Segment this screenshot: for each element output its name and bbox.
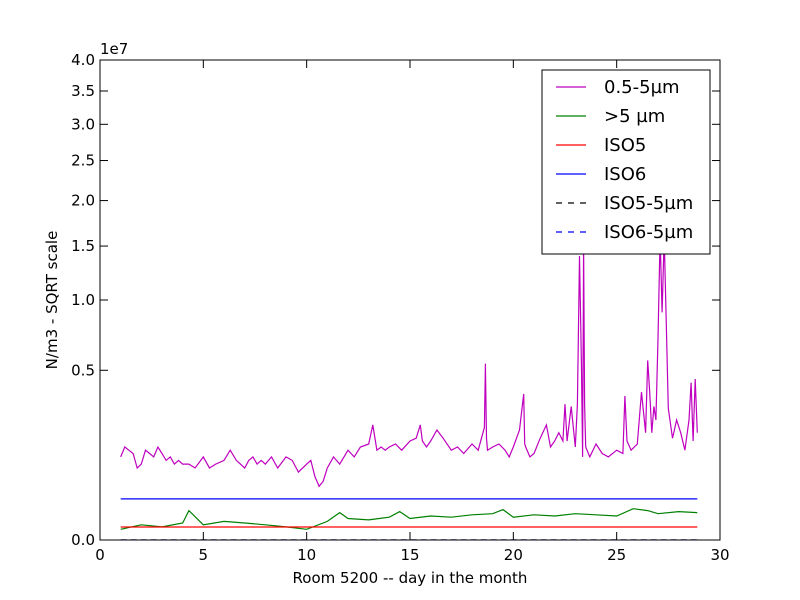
x-tick-label: 5 [199,546,209,564]
legend-label: ISO6 [604,164,646,185]
y-tick-label: 3.0 [71,115,95,133]
y-tick-label: 0.5 [71,361,95,379]
x-tick-label: 20 [504,546,523,564]
legend-label: ISO6-5µm [604,222,693,243]
y-tick-label: 3.5 [71,82,95,100]
plot-layer [120,236,698,540]
x-axis-label: Room 5200 -- day in the month [293,569,528,587]
y-tick-label: 4.0 [71,51,95,69]
series-line-1 [120,508,698,530]
legend-label: ISO5-5µm [604,193,693,214]
x-tick-label: 10 [297,546,316,564]
y-tick-label: 1.0 [71,291,95,309]
legend-label: 0.5-5µm [604,77,680,98]
legend-box [541,69,711,255]
y-tick-label: 0.0 [71,531,95,549]
x-tick-label: 30 [710,546,729,564]
legend: 0.5-5µm >5 µm ISO5 ISO6 ISO5-5µm ISO6-5µm [541,69,711,255]
x-tick-label: 25 [607,546,626,564]
y-multiplier-label: 1e7 [100,40,128,58]
x-tick-label: 15 [400,546,419,564]
y-tick-label: 2.0 [71,192,95,210]
tick-layer: 0 5 10 15 20 25 30 0.0 0.5 1.0 1.5 2.0 2.5 3.0 3.5 4.0 [71,51,729,564]
series-line-0 [120,236,698,488]
x-tick-label: 0 [95,546,105,564]
y-tick-label: 1.5 [71,237,95,255]
y-tick-label: 2.5 [71,152,95,170]
y-axis-label: N/m3 - SQRT scale [43,231,61,370]
legend-label: ISO5 [604,135,646,156]
legend-label: >5 µm [604,106,665,127]
